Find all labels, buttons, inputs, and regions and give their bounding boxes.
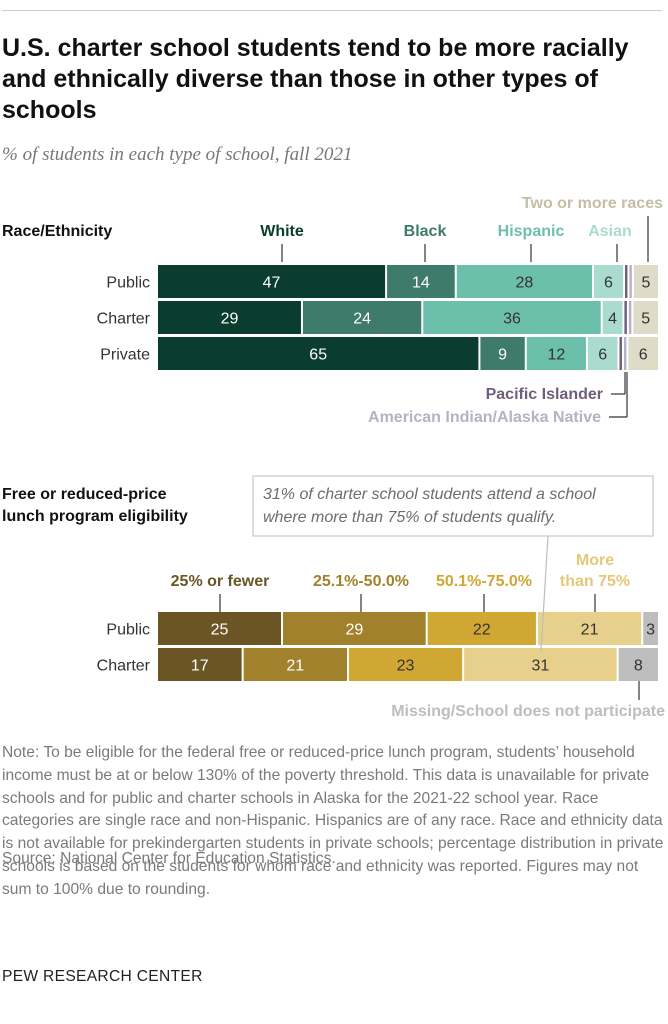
annotation-line-1: 31% of charter school students attend a … [263, 486, 596, 503]
race-row-label-private: Private [100, 347, 150, 364]
lunch-row-label-charter: Charter [97, 658, 151, 675]
race-value-public-black: 14 [412, 275, 430, 292]
legend-lunch-2: 25.1%-50.0% [313, 573, 409, 590]
race-value-private-two-or-more-races: 6 [639, 347, 648, 364]
chart-subtitle: % of students in each type of school, fa… [2, 144, 353, 165]
race-bar-private-pacific-islander [619, 337, 622, 370]
lunch-bar-charter-25-or-fewer [158, 648, 242, 681]
lunch-bar-charter-more-than-75 [464, 648, 617, 681]
legend-white: White [260, 223, 304, 240]
chart-title: U.S. charter school students tend to be … [2, 34, 629, 124]
race-row-label-charter: Charter [97, 311, 151, 328]
race-bar-private-hispanic [526, 337, 586, 370]
lunch-row-label-public: Public [106, 622, 150, 639]
race-bar-public-asian [594, 265, 624, 298]
race-bar-charter-white [158, 301, 301, 334]
lunch-value-public-50-1-75-0: 22 [473, 622, 491, 639]
race-value-charter-two-or-more-races: 5 [641, 311, 650, 328]
race-value-public-two-or-more-races: 5 [641, 275, 650, 292]
lunch-value-charter-50-1-75-0: 23 [397, 658, 415, 675]
race-row-label-public: Public [106, 275, 150, 292]
lunch-value-public-more-than-75: 21 [581, 622, 599, 639]
race-bar-private-white [158, 337, 479, 370]
lunch-value-charter-more-than-75: 31 [531, 658, 549, 675]
lunch-bars-group: Public 25 29 22 21 3 Charter 17 21 23 31 8 [97, 612, 658, 681]
legend-two-more: Two or more races [522, 195, 663, 212]
race-bar-charter-black [302, 301, 422, 334]
chart-note: Note: To be eligible for the federal fre… [2, 744, 664, 898]
lunch-value-charter-25-1-50-0: 21 [286, 658, 304, 675]
footer-brand: PEW RESEARCH CENTER [2, 968, 203, 985]
race-value-public-hispanic: 28 [515, 275, 533, 292]
legend-black: Black [404, 223, 447, 240]
lunch-bar-public-more-than-75 [537, 612, 642, 645]
legend-amind: American Indian/Alaska Native [368, 409, 601, 426]
legend-pacific: Pacific Islander [486, 386, 603, 403]
race-value-charter-black: 24 [353, 311, 371, 328]
lunch-value-public-25-or-fewer: 25 [211, 622, 229, 639]
race-bar-private-asian [587, 337, 618, 370]
race-bar-public-black [387, 265, 455, 298]
lunch-section-label-1: Free or reduced-price [2, 486, 167, 503]
race-value-private-white: 65 [309, 347, 327, 364]
lunch-value-charter-missing-school-does-not-participate: 8 [634, 658, 643, 675]
legend-lunch-1: 25% or fewer [171, 573, 270, 590]
race-bar-public-american-indian-alaska-native [629, 265, 632, 298]
chart-source: Source: National Center for Education St… [2, 850, 336, 867]
lunch-bar-public-25-or-fewer [158, 612, 281, 645]
race-bar-public-hispanic [456, 265, 593, 298]
lunch-section-label-2: lunch program eligibility [2, 508, 188, 525]
lunch-bar-charter-50-1-75-0 [348, 648, 463, 681]
race-value-private-black: 9 [498, 347, 507, 364]
annotation-pointer [540, 535, 549, 652]
race-value-public-asian: 6 [604, 275, 613, 292]
race-bar-public-pacific-islander [625, 265, 628, 298]
legend-lunch-4-line1: More [576, 552, 614, 569]
legend-lunch-3: 50.1%-75.0% [436, 573, 532, 590]
legend-hispanic: Hispanic [498, 223, 565, 240]
race-legend-leaders [281, 216, 649, 418]
race-bar-private-black [480, 337, 525, 370]
lunch-bar-public-25-1-50-0 [283, 612, 426, 645]
lunch-value-charter-25-or-fewer: 17 [191, 658, 209, 675]
legend-missing: Missing/School does not participate [391, 703, 665, 720]
race-bar-public-two-or-more-races [633, 265, 658, 298]
race-bar-private-two-or-more-races [628, 337, 658, 370]
top-rule [2, 10, 662, 11]
lunch-value-public-25-1-50-0: 29 [345, 622, 363, 639]
race-value-private-hispanic: 12 [547, 347, 565, 364]
race-bar-charter-two-or-more-races [633, 301, 658, 334]
lunch-bar-charter-missing-school-does-not-participate [618, 648, 658, 681]
lunch-bar-charter-25-1-50-0 [243, 648, 347, 681]
race-bar-charter-american-indian-alaska-native [628, 301, 632, 334]
race-section-label: Race/Ethnicity [2, 223, 112, 240]
race-value-charter-asian: 4 [608, 311, 617, 328]
race-bar-charter-hispanic [423, 301, 601, 334]
race-value-charter-white: 29 [221, 311, 239, 328]
race-value-public-white: 47 [263, 275, 281, 292]
annotation-box [252, 475, 654, 537]
legend-asian: Asian [588, 223, 632, 240]
annotation-line-2: where more than 75% of students qualify. [263, 509, 556, 526]
lunch-legend-leaders [219, 594, 640, 700]
lunch-value-public-missing-school-does-not-participate: 3 [646, 622, 655, 639]
race-bar-charter-asian [602, 301, 623, 334]
race-bar-private-american-indian-alaska-native [623, 337, 627, 370]
lunch-bar-public-missing-school-does-not-participate [643, 612, 658, 645]
legend-lunch-4-line2: than 75% [560, 573, 630, 590]
race-bar-public-white [158, 265, 386, 298]
race-value-private-asian: 6 [598, 347, 607, 364]
lunch-bar-public-50-1-75-0 [427, 612, 536, 645]
race-value-charter-hispanic: 36 [503, 311, 521, 328]
race-bar-charter-pacific-islander [624, 301, 627, 334]
